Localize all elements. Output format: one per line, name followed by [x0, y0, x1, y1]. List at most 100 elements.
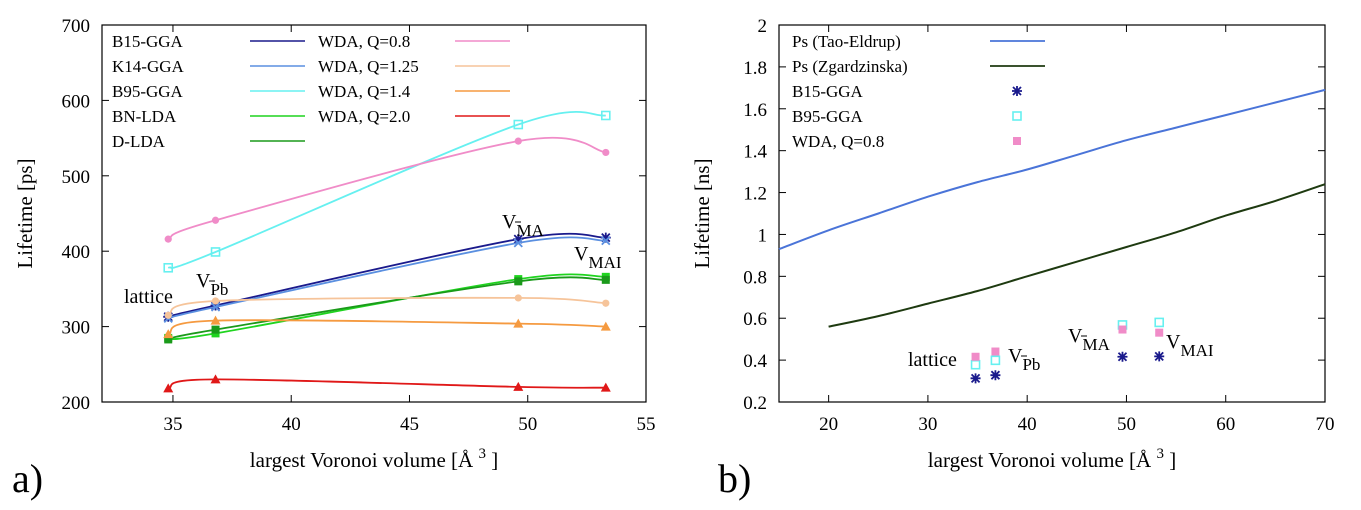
panel-a-ytick-label: 400	[62, 242, 91, 263]
panel-a-point-wda-q-1-25	[514, 294, 522, 302]
panel-a-point-k14-gga	[601, 236, 611, 246]
panel-a-point-wda-q-2-0	[513, 381, 524, 391]
panel-a-legend-label-k14-gga: K14-GGA	[112, 57, 184, 76]
panel-a-point-d-lda	[164, 335, 173, 344]
panel-b-point-wda-q-0-8	[1155, 328, 1164, 337]
panel-a-point-wda-q-1-25	[211, 297, 220, 305]
panel-a-series-line-k14-gga	[167, 236, 606, 320]
panel-a-annotation-vpb: VPb	[196, 270, 228, 299]
panel-b-xtick-label: 50	[1117, 414, 1136, 435]
panel-a-point-d-lda	[601, 275, 610, 284]
panel-a-point-b95-gga	[210, 247, 221, 257]
panel-b-chart: 20 30 40 50 60 70 0.2 0.4 0.6 0.8 1 1.2 1.4 1.6 1.8 2 la…	[690, 16, 1335, 472]
panel-a-point-k14-gga	[513, 238, 523, 248]
panel-b-legend-label-ps-tao-eldrup: Ps (Tao-Eldrup)	[792, 32, 901, 51]
panel-b-ytick-label: 1.8	[743, 58, 767, 79]
panel-b-xtick-label: 60	[1216, 414, 1235, 435]
panel-a-legend-label-bn-lda: BN-LDA	[112, 107, 177, 126]
panel-b-ytick-label: 0.8	[743, 267, 767, 288]
panel-a-series-line-wda-q-2-0	[167, 378, 606, 390]
panel-b-y-axis-label: Lifetime [ns]	[690, 158, 714, 268]
panel-a-ytick-label: 200	[62, 393, 91, 414]
panel-a-chart: 35 40 45 50 55 200 300 400 500 600 700 largest Voro…	[13, 16, 656, 472]
panel-b-point-b95-gga	[990, 355, 1001, 366]
panel-a-series-line-wda-q-1-25	[167, 296, 606, 317]
panel-b-legend-swatch-b15-gga	[1012, 86, 1022, 96]
panel-b-xtick-label: 70	[1316, 414, 1335, 435]
panel-a-legend-label-wda-q-1-25: WDA, Q=1.25	[318, 57, 419, 76]
panel-a-point-wda-q-1-4	[600, 321, 611, 331]
panel-b-point-wda-q-0-8	[971, 352, 980, 361]
panel-b-annotation-vpb: VPb	[1008, 345, 1040, 374]
panel-a-xtick-label: 40	[282, 414, 301, 435]
panel-b-ytick-label: 0.2	[743, 393, 767, 414]
panel-a-xtick-label: 55	[637, 414, 656, 435]
panel-b-ytick-label: 0.4	[743, 351, 767, 372]
panel-a-point-b15-gga	[600, 232, 611, 243]
panel-b-ytick-label: 1.2	[743, 184, 767, 205]
panel-a-xtick-label: 35	[163, 414, 182, 435]
panel-b-point-b15-gga	[990, 370, 1001, 381]
panel-a-series-line-d-lda	[168, 276, 606, 341]
panel-a-y-axis-label: Lifetime [ps]	[13, 158, 37, 268]
panel-a-ytick-label: 600	[62, 91, 91, 112]
panel-a-series-line-wda-q-0-8	[167, 136, 606, 240]
panel-b-xtick-label: 40	[1018, 414, 1037, 435]
panel-a-series-line-wda-q-1-4	[167, 319, 606, 335]
panel-b-legend-swatch-wda-q-0-8	[1013, 137, 1021, 145]
panel-b-ytick-label: 1.4	[743, 142, 767, 163]
panel-b-point-wda-q-0-8	[991, 347, 1000, 356]
panel-b-point-b15-gga	[970, 373, 981, 384]
panel-a-legend-label-wda-q-0-8: WDA, Q=0.8	[318, 32, 410, 51]
panel-a-point-d-lda	[514, 277, 523, 286]
panel-a-point-b95-gga	[600, 110, 611, 121]
panel-a-point-b15-gga	[513, 234, 524, 245]
panel-a-point-k14-gga	[210, 302, 221, 312]
panel-b-xtick-label: 20	[819, 414, 838, 435]
panel-a-xtick-label: 50	[518, 414, 537, 435]
panel-b-point-wda-q-0-8	[1118, 325, 1127, 334]
panel-a-point-wda-q-1-4	[163, 329, 174, 339]
panel-b-ytick-label: 0.6	[743, 309, 767, 330]
panel-b-point-b95-gga	[970, 359, 981, 370]
panel-b-legend-label-wda-q-0-8: WDA, Q=0.8	[792, 132, 884, 151]
panel-a-ytick-label: 300	[62, 318, 91, 339]
panel-b-series-line-ps-zgardzinska	[828, 183, 1326, 328]
panel-a-legend-label-b95-gga: B95-GGA	[112, 82, 184, 101]
panel-a-point-wda-q-2-0	[163, 383, 174, 393]
panel-b-ytick-label: 1	[758, 225, 768, 246]
panel-a-point-wda-q-1-4	[210, 315, 221, 325]
panel-a-point-wda-q-1-4	[513, 318, 524, 328]
panel-a-point-d-lda	[211, 325, 220, 334]
panel-a-point-wda-q-0-8	[514, 137, 522, 145]
panel-b-legend-label-b15-gga: B15-GGA	[792, 82, 864, 101]
panel-a-point-wda-q-0-8	[164, 235, 172, 243]
panel-a-xtick-label: 45	[400, 414, 419, 435]
panel-a-series-line-b95-gga	[167, 111, 606, 269]
panel-b-annotation-vma: VMA	[1068, 325, 1111, 354]
panel-b-point-b95-gga	[1154, 317, 1165, 328]
panel-a-ytick-label: 700	[62, 16, 91, 37]
panel-a-point-wda-q-1-25	[164, 311, 172, 319]
panel-b-ytick-label: 1.6	[743, 100, 767, 121]
panel-a-annotation-vmai: VMAI	[574, 243, 622, 272]
panel-b-annotation-vmai: VMAI	[1166, 331, 1214, 360]
panel-b-legend-label-ps-zgardzinska: Ps (Zgardzinska)	[792, 57, 908, 76]
panel-b-xtick-label: 30	[918, 414, 937, 435]
panel-a-point-wda-q-0-8	[211, 216, 220, 224]
panel-a-point-b15-gga	[210, 300, 221, 311]
panel-a-series-line-bn-lda	[168, 273, 606, 340]
panel-a-series-line-b15-gga	[167, 232, 606, 318]
panel-b-point-b15-gga	[1117, 351, 1128, 362]
panel-a-point-b95-gga	[513, 119, 524, 130]
panel-a-label: a)	[12, 456, 43, 501]
panel-a-legend-label-d-lda: D-LDA	[112, 132, 166, 151]
panel-b-ytick-label: 2	[758, 16, 768, 37]
panel-a-point-wda-q-0-8	[602, 148, 610, 157]
panel-b-legend-swatch-b95-gga	[1012, 111, 1022, 121]
panel-a-point-wda-q-2-0	[210, 374, 221, 384]
panel-a-legend-label-wda-q-1-4: WDA, Q=1.4	[318, 82, 411, 101]
panel-a-plot-frame	[101, 24, 647, 403]
panel-a-point-wda-q-2-0	[600, 382, 611, 392]
